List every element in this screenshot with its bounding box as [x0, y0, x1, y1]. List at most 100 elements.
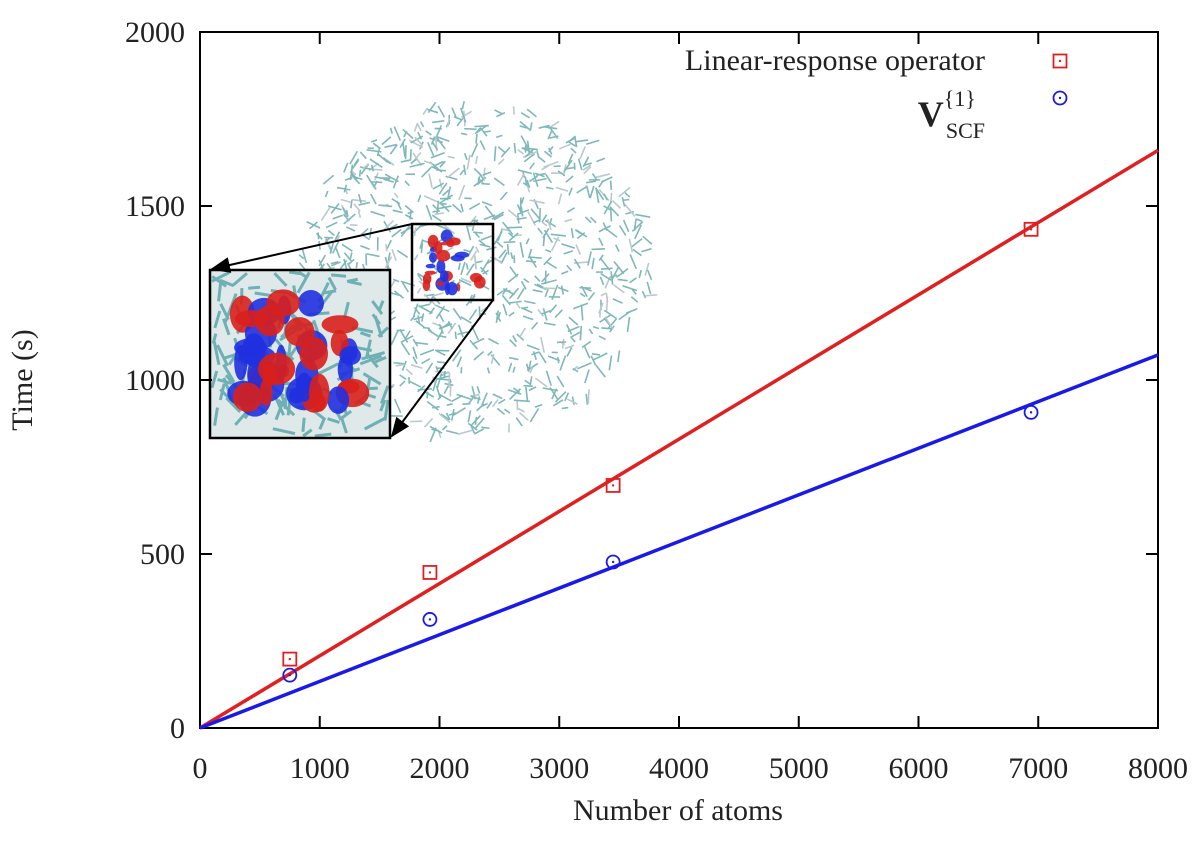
- bond: [625, 204, 635, 216]
- bond: [421, 121, 424, 126]
- bond: [401, 227, 413, 234]
- bond: [572, 397, 574, 405]
- circle-marker: [423, 613, 436, 626]
- bond: [356, 262, 357, 268]
- bond: [444, 371, 445, 378]
- bond: [470, 310, 477, 320]
- bond: [529, 387, 536, 390]
- bond: [496, 241, 503, 247]
- bond: [299, 255, 304, 259]
- bond: [601, 293, 606, 296]
- bond: [473, 232, 482, 233]
- bond: [518, 170, 532, 174]
- x-tick-label: 0: [193, 752, 208, 785]
- x-axis-label: Number of atoms: [573, 794, 783, 827]
- bond: [496, 135, 502, 137]
- bond: [599, 181, 603, 188]
- bond: [448, 118, 449, 126]
- bond: [422, 313, 424, 321]
- orbital-lobe: [260, 379, 273, 406]
- bond: [565, 345, 574, 348]
- bond: [486, 247, 496, 250]
- bond: [518, 409, 524, 412]
- orbital-lobe: [309, 374, 330, 412]
- bond: [526, 387, 528, 402]
- bond: [422, 359, 430, 364]
- bond: [495, 258, 502, 264]
- bond: [631, 239, 642, 248]
- bond: [401, 160, 411, 162]
- bond: [428, 142, 434, 155]
- bond: [623, 286, 637, 291]
- bond: [525, 380, 530, 384]
- bond: [573, 303, 588, 308]
- bond: [516, 302, 520, 308]
- orbital-lobe: [436, 281, 444, 285]
- bond: [509, 312, 514, 316]
- bond: [588, 251, 591, 265]
- bond: [417, 124, 421, 131]
- bond: [580, 293, 585, 296]
- bond: [622, 197, 624, 206]
- bond: [611, 181, 612, 190]
- bond: [394, 193, 398, 198]
- y-tick-label: 1000: [125, 364, 185, 397]
- x-tick-label: 5000: [769, 752, 829, 785]
- bond: [461, 133, 467, 134]
- bond: [405, 181, 410, 186]
- bond: [321, 207, 330, 220]
- bond: [415, 255, 418, 261]
- bond: [459, 263, 460, 270]
- bond: [581, 305, 582, 321]
- bond: [633, 249, 642, 255]
- bond: [601, 328, 612, 329]
- bond: [630, 278, 637, 283]
- bond: [587, 186, 590, 198]
- bond: [589, 329, 592, 334]
- bond: [596, 174, 610, 177]
- bond: [527, 364, 529, 372]
- bond: [392, 229, 402, 236]
- bond: [535, 276, 540, 282]
- bond: [437, 362, 446, 363]
- bond: [414, 123, 417, 132]
- bond: [557, 376, 564, 387]
- bond: [620, 226, 626, 236]
- bond: [509, 363, 512, 372]
- bond: [563, 339, 564, 348]
- bond: [494, 110, 501, 113]
- bond: [426, 131, 432, 135]
- bond: [600, 277, 603, 285]
- x-tick-label: 8000: [1128, 752, 1188, 785]
- orbital-lobe: [440, 270, 449, 282]
- bond: [423, 328, 430, 329]
- bond: [467, 263, 468, 269]
- bond: [532, 322, 538, 329]
- bond: [405, 206, 412, 212]
- bond: [541, 337, 544, 352]
- y-axis-label: Time (s): [6, 329, 39, 430]
- bond: [601, 268, 613, 269]
- bond: [588, 389, 589, 404]
- marker-dot: [1030, 228, 1032, 230]
- bond: [545, 250, 551, 252]
- bond: [545, 289, 548, 296]
- bond: [433, 211, 440, 212]
- bond: [457, 357, 461, 367]
- bond: [570, 337, 575, 342]
- bond: [585, 346, 590, 358]
- orbital-lobe: [285, 317, 315, 346]
- bond: [344, 163, 348, 173]
- bond: [484, 131, 490, 132]
- bond: [635, 214, 650, 217]
- bond: [560, 356, 565, 371]
- bond: [580, 146, 585, 159]
- bond: [542, 222, 547, 226]
- bond: [494, 178, 504, 185]
- bond: [592, 258, 594, 269]
- bond: [577, 363, 591, 369]
- bond: [477, 386, 479, 393]
- bond: [397, 250, 407, 257]
- bond: [546, 187, 553, 189]
